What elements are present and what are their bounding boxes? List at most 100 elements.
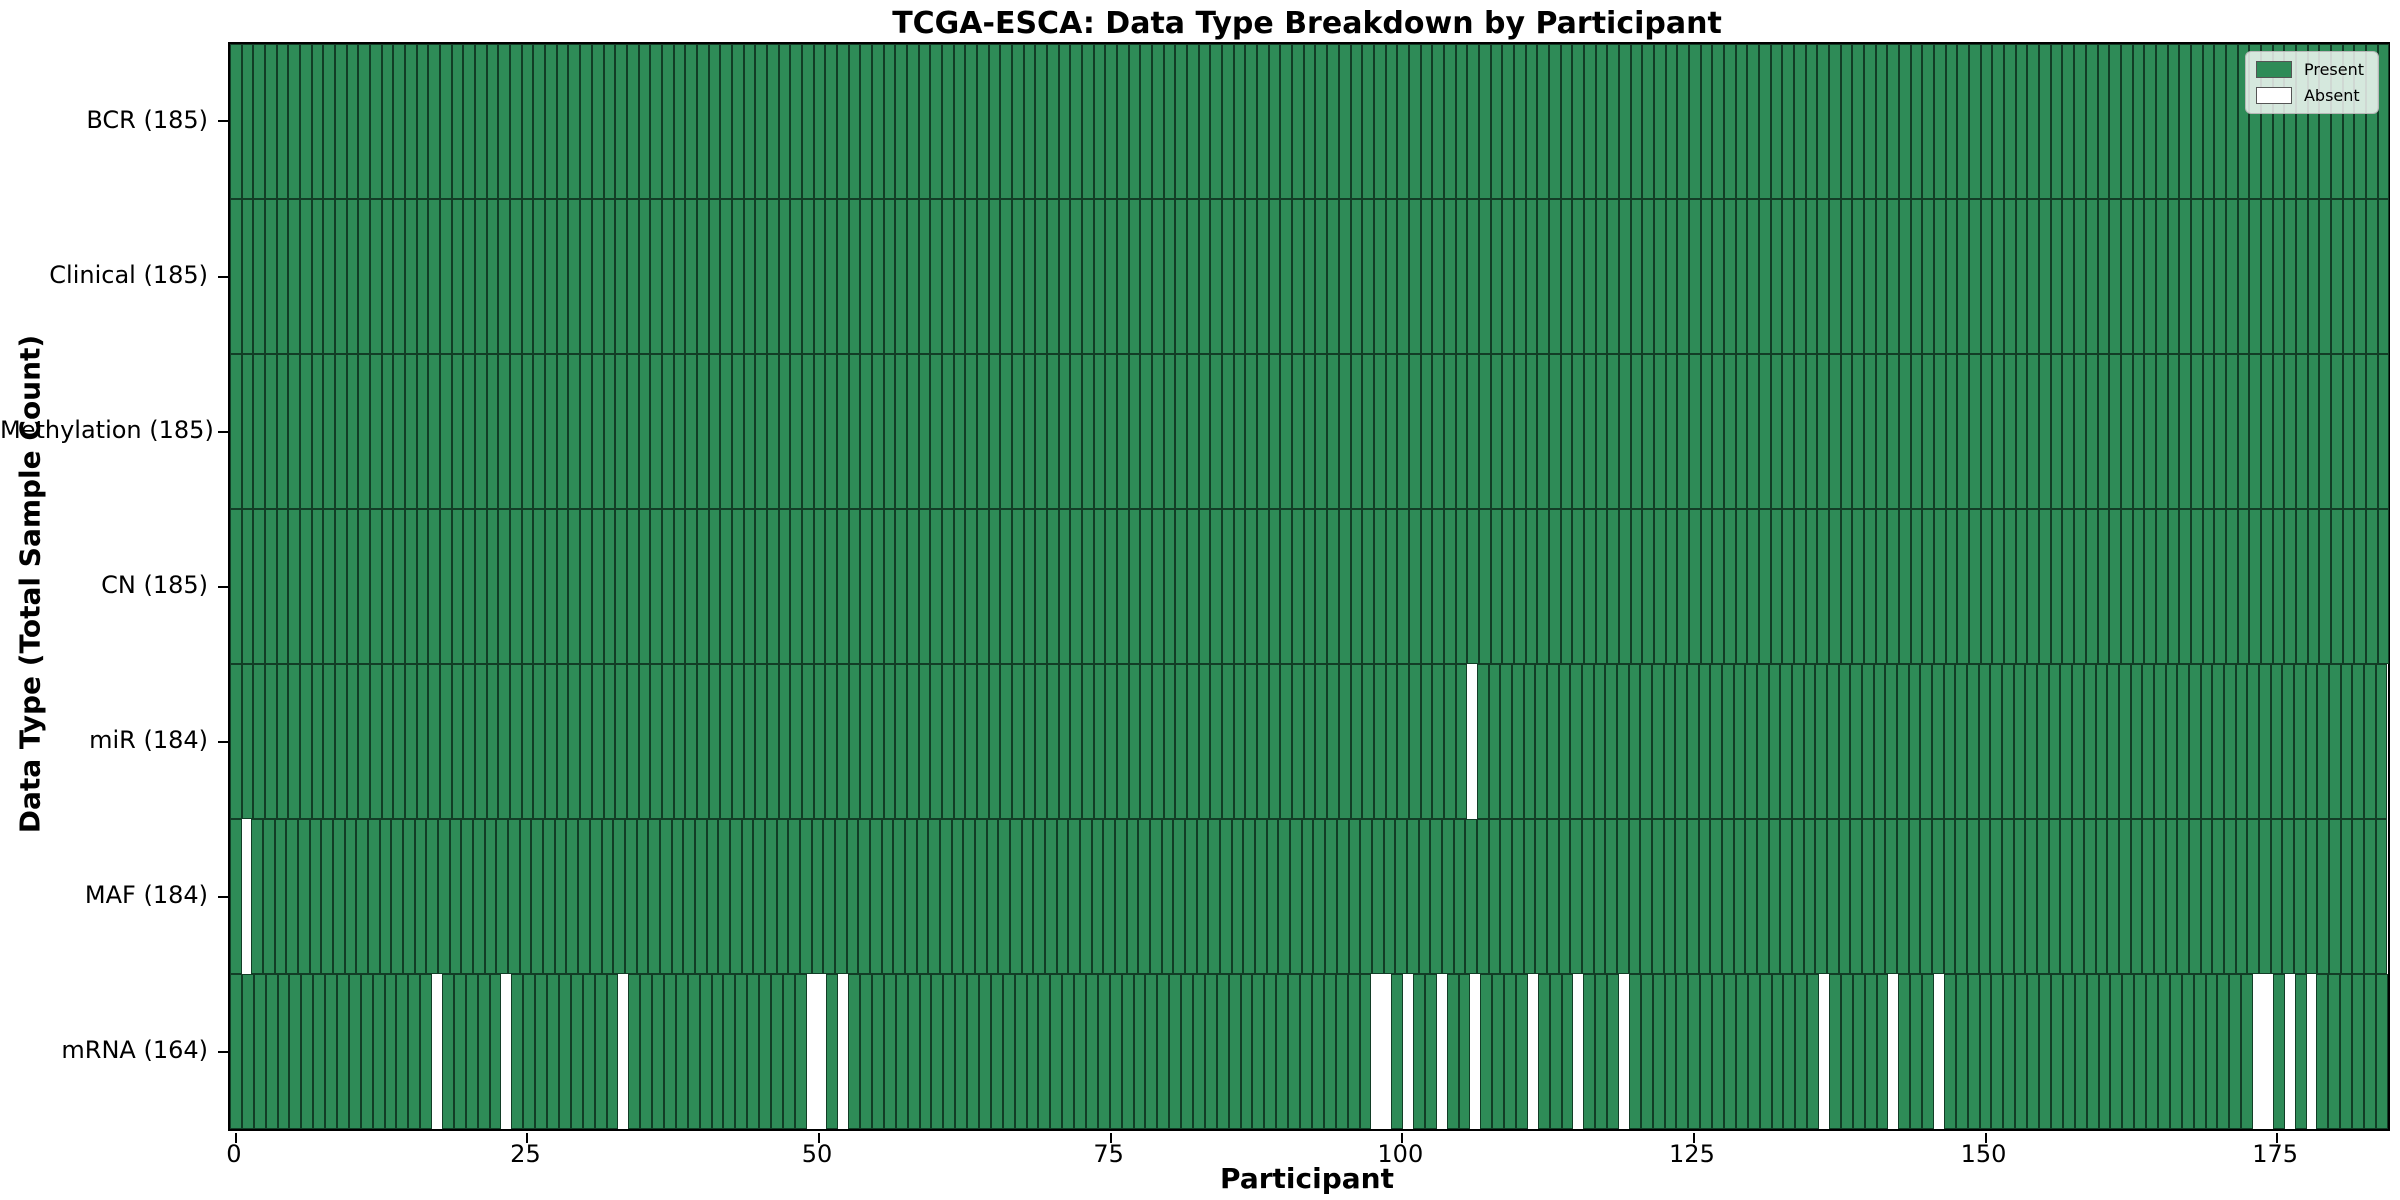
present-cell [1583, 44, 1596, 199]
present-cell [708, 44, 721, 199]
present-cell [1513, 199, 1526, 354]
present-cell [1292, 509, 1304, 664]
present-cell [311, 354, 324, 509]
present-cell [265, 974, 278, 1129]
present-cell [276, 199, 289, 354]
present-cell [650, 664, 662, 819]
present-cell [790, 199, 802, 354]
present-cell [2295, 509, 2308, 664]
present-cell [1128, 199, 1141, 354]
present-cell [1511, 664, 1524, 819]
present-cell [1642, 509, 1654, 664]
present-cell [846, 819, 859, 974]
present-cell [1391, 974, 1404, 1129]
present-cell [2134, 974, 2147, 1129]
present-cell [2237, 354, 2250, 509]
present-cell [1245, 354, 1258, 509]
present-cell [1062, 974, 1075, 1129]
present-cell [1145, 974, 1158, 1129]
present-cell [1770, 354, 1783, 509]
present-cell [1910, 199, 1923, 354]
absent-cell [1934, 974, 1944, 1129]
present-cell [2157, 974, 2170, 1129]
present-cell [813, 354, 826, 509]
present-cell [1852, 509, 1865, 664]
present-cell [1817, 509, 1830, 664]
present-cell [1688, 509, 1701, 664]
present-cell [1245, 664, 1258, 819]
present-cell [230, 819, 242, 974]
present-cell [1074, 974, 1087, 1129]
present-cell [420, 974, 433, 1129]
present-cell [426, 819, 439, 974]
present-cell [979, 974, 991, 1129]
present-cell [871, 199, 884, 354]
present-cell [2319, 199, 2331, 354]
present-cell [1607, 974, 1619, 1129]
present-cell [626, 199, 639, 354]
present-cell [1817, 354, 1830, 509]
present-cell [1616, 664, 1629, 819]
present-cell [1616, 819, 1629, 974]
present-cell [708, 199, 721, 354]
present-cell [253, 664, 266, 819]
datatype-row-miR [230, 664, 2388, 819]
present-cell [438, 819, 450, 974]
present-cell [2284, 354, 2296, 509]
present-cell [603, 509, 616, 664]
present-cell [2107, 819, 2119, 974]
present-cell [718, 819, 730, 974]
present-cell [2130, 664, 2143, 819]
present-cell [1290, 819, 1302, 974]
present-cell [2190, 354, 2203, 509]
present-cell [755, 199, 767, 354]
present-cell [570, 974, 583, 1129]
present-cell [1897, 819, 1909, 974]
present-cell [1934, 354, 1946, 509]
present-cell [1910, 44, 1923, 199]
present-cell [638, 509, 651, 664]
present-cell [1313, 819, 1326, 974]
present-cell [1640, 819, 1652, 974]
present-cell [1560, 199, 1573, 354]
present-cell [1222, 664, 1234, 819]
present-cell [919, 974, 932, 1129]
present-cell [475, 509, 487, 664]
present-cell [521, 509, 534, 664]
y-tick-mark [218, 1050, 228, 1053]
present-cell [1978, 819, 1991, 974]
present-cell [2072, 819, 2084, 974]
present-cell [2319, 44, 2331, 199]
present-cell [1663, 819, 1676, 974]
present-cell [606, 974, 619, 1129]
present-cell [848, 44, 861, 199]
present-cell [1688, 44, 1701, 199]
present-cell [2098, 974, 2111, 1129]
present-cell [533, 44, 546, 199]
present-cell [2027, 354, 2040, 509]
present-cell [1455, 664, 1468, 819]
present-cell [2317, 819, 2329, 974]
present-cell [1350, 199, 1363, 354]
present-cell [580, 664, 592, 819]
x-tick-mark [2276, 1133, 2279, 1143]
present-cell [729, 819, 742, 974]
present-cell [1967, 974, 1980, 1129]
present-cell [486, 664, 499, 819]
present-cell [1548, 44, 1561, 199]
present-cell [1204, 974, 1217, 1129]
present-cell [1513, 44, 1526, 199]
present-cell [2095, 664, 2108, 819]
present-cell [753, 819, 765, 974]
present-cell [2214, 509, 2226, 664]
present-cell [895, 664, 907, 819]
present-cell [699, 974, 712, 1129]
present-cell [1700, 44, 1713, 199]
present-cell [2354, 354, 2366, 509]
present-cell [2293, 664, 2306, 819]
present-cell [510, 199, 522, 354]
present-cell [1735, 44, 1748, 199]
present-cell [1955, 974, 1968, 1129]
present-cell [1047, 354, 1059, 509]
present-cell [381, 509, 394, 664]
